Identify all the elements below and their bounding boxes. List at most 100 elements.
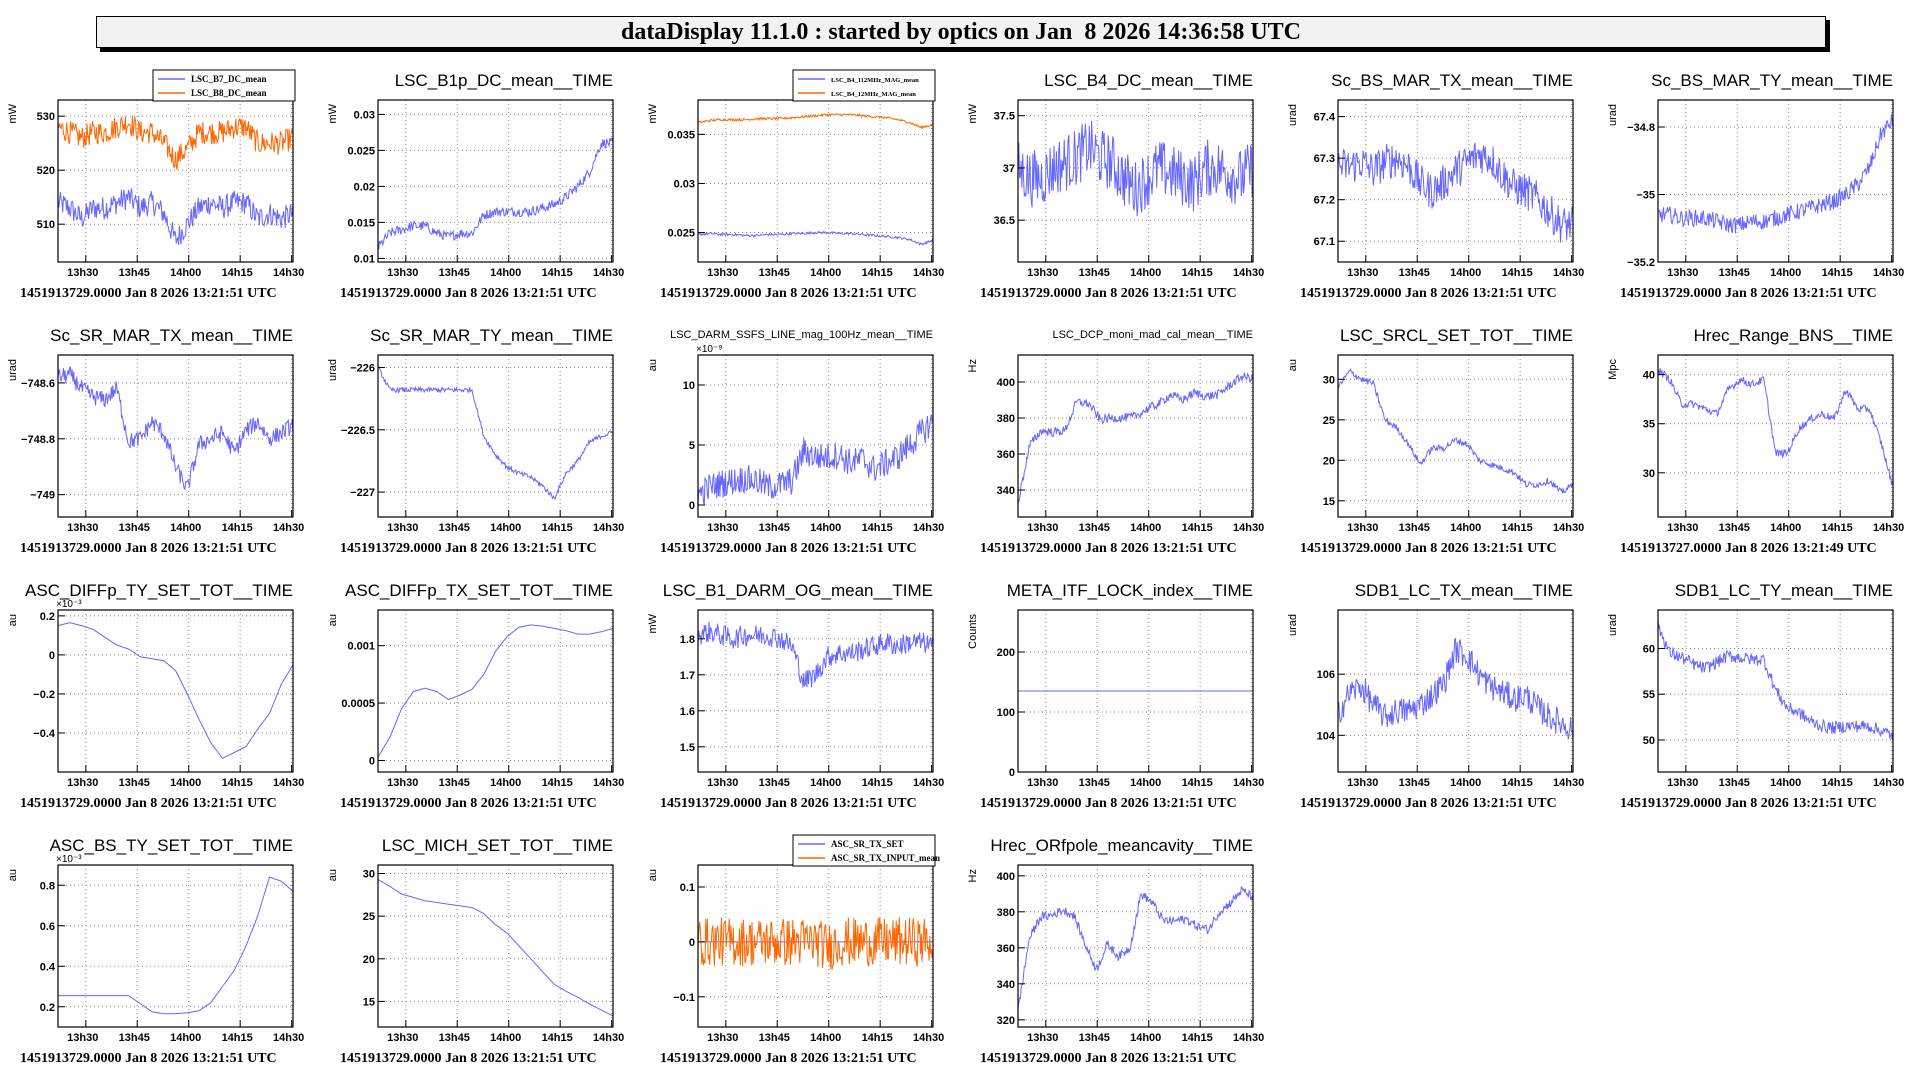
- chart-panel-5: −35.2 −35 −34.8 13h30 13h45 14h00 14h15 14h30 ur…: [1607, 71, 1904, 301]
- series-line-0: [1337, 367, 1574, 494]
- y-tick-label: 0.8: [40, 880, 55, 892]
- y-tick-label: 0: [49, 650, 55, 662]
- x-tick-label: 14h30: [1553, 267, 1584, 279]
- x-tick-label: 14h00: [170, 267, 201, 279]
- y-axis-label: Counts: [967, 614, 979, 649]
- legend-box: [792, 834, 936, 867]
- chart-panel-2: 0.025 0.03 0.035 13h30 13h45 14h00 14h15 14h30 m…: [647, 69, 944, 301]
- x-tick-label: 14h15: [1182, 267, 1213, 279]
- y-tick-label: 0: [689, 937, 695, 949]
- y-tick-label: 25: [1323, 415, 1335, 427]
- chart-title: Sc_SR_MAR_TX_mean__TIME: [50, 326, 293, 345]
- chart-timestamp: 1451913729.0000 Jan 8 2026 13:21:51 UTC: [1620, 796, 1877, 811]
- x-tick-label: 13h30: [1027, 1032, 1058, 1044]
- x-tick-label: 14h30: [273, 267, 304, 279]
- chart-panel-10: 15 20 25 30 13h30 13h45 14h00 14h15 14h30 au LSC_S…: [1287, 326, 1584, 556]
- y-axis-label: au: [7, 614, 19, 626]
- y-axis-label: au: [327, 614, 339, 626]
- y-axis-label: mW: [327, 103, 339, 123]
- x-tick-label: 14h30: [913, 1032, 944, 1044]
- y-tick-label: 400: [997, 377, 1015, 389]
- x-tick-label: 13h45: [439, 522, 470, 534]
- y-tick-label: −35: [1636, 190, 1655, 202]
- plot-frame: [697, 354, 934, 518]
- x-tick-label: 14h30: [1873, 522, 1904, 534]
- x-tick-label: 13h45: [1399, 267, 1430, 279]
- plot-frame: [1017, 99, 1254, 263]
- chart-timestamp: 1451913729.0000 Jan 8 2026 13:21:51 UTC: [1300, 286, 1557, 301]
- x-tick-label: 13h45: [759, 267, 790, 279]
- y-tick-label: 0.035: [667, 129, 695, 141]
- x-tick-label: 14h15: [542, 267, 573, 279]
- x-tick-label: 14h00: [1450, 522, 1481, 534]
- y-tick-label: 360: [997, 449, 1015, 461]
- y-tick-label: 0.02: [354, 181, 375, 193]
- plot-frame: [1337, 99, 1574, 263]
- y-tick-label: −35.2: [1627, 257, 1655, 269]
- chart-title: META_ITF_LOCK_index__TIME: [1007, 581, 1253, 600]
- legend-entry: LSC_B8_DC_mean: [191, 88, 267, 98]
- plot-frame: [697, 609, 934, 773]
- legend: LSC_B7_DC_mean LSC_B8_DC_mean: [152, 69, 296, 102]
- x-tick-label: 14h00: [1770, 777, 1801, 789]
- series-line-0: [1017, 886, 1254, 1010]
- chart-title: LSC_SRCL_SET_TOT__TIME: [1340, 326, 1573, 345]
- y-tick-label: 0: [689, 500, 695, 512]
- y-tick-label: 37.5: [994, 111, 1015, 123]
- x-tick-label: 14h15: [1822, 522, 1853, 534]
- y-tick-label: 1.6: [680, 706, 695, 718]
- x-tick-label: 13h45: [439, 1032, 470, 1044]
- y-tick-label: 104: [1317, 730, 1336, 742]
- x-tick-label: 13h30: [1027, 777, 1058, 789]
- y-tick-label: 106: [1317, 669, 1335, 681]
- x-tick-label: 14h00: [170, 777, 201, 789]
- series-line-0: [1657, 114, 1894, 234]
- legend-box: [152, 69, 296, 102]
- y-tick-label: 0.2: [40, 1002, 55, 1014]
- chart-title: SDB1_LC_TX_mean__TIME: [1355, 581, 1573, 600]
- y-tick-label: 0.1: [680, 882, 695, 894]
- legend: LSC_B4_112MHz_MAG_mean LSC_B4_12MHz_MAG_m…: [792, 69, 936, 102]
- x-tick-label: 14h15: [222, 522, 253, 534]
- y-axis-label: mW: [967, 103, 979, 123]
- series-line-1: [698, 112, 934, 130]
- x-tick-label: 14h30: [1873, 267, 1904, 279]
- chart-timestamp: 1451913727.0000 Jan 8 2026 13:21:49 UTC: [1620, 541, 1877, 556]
- y-tick-label: 380: [997, 413, 1015, 425]
- chart-timestamp: 1451913729.0000 Jan 8 2026 13:21:51 UTC: [340, 286, 597, 301]
- plot-frame: [1017, 864, 1254, 1028]
- x-tick-label: 13h30: [67, 777, 98, 789]
- x-tick-label: 14h30: [593, 1032, 624, 1044]
- x-tick-label: 13h30: [707, 267, 738, 279]
- chart-timestamp: 1451913729.0000 Jan 8 2026 13:21:51 UTC: [340, 1051, 597, 1066]
- y-axis-label: Mpc: [1607, 359, 1619, 380]
- x-tick-label: 14h15: [1182, 1032, 1213, 1044]
- chart-panel-12: −0.4 −0.2 0 0.2 13h30 13h45 14h00 14h15 14h30 au ×…: [7, 581, 304, 811]
- x-tick-label: 13h45: [1399, 522, 1430, 534]
- series-line-0: [1337, 637, 1574, 740]
- series-line-0: [377, 624, 614, 758]
- y-tick-label: 35: [1643, 419, 1655, 431]
- chart-title: LSC_MICH_SET_TOT__TIME: [382, 836, 613, 855]
- x-tick-label: 13h30: [1027, 522, 1058, 534]
- y-axis-label: Hz: [967, 869, 979, 882]
- y-tick-label: −0.4: [33, 728, 56, 740]
- x-tick-label: 13h30: [387, 522, 418, 534]
- chart-timestamp: 1451913729.0000 Jan 8 2026 13:21:51 UTC: [660, 286, 917, 301]
- y-tick-label: 0.03: [674, 178, 695, 190]
- x-tick-label: 14h15: [222, 1032, 253, 1044]
- x-tick-label: 14h30: [1553, 777, 1584, 789]
- legend-entry: LSC_B4_112MHz_MAG_mean: [831, 77, 919, 84]
- series-line-0: [377, 879, 614, 1017]
- y-axis-label: au: [647, 359, 659, 371]
- y-tick-label: 37: [1003, 163, 1015, 175]
- y-tick-label: 15: [363, 996, 375, 1008]
- x-tick-label: 14h15: [542, 1032, 573, 1044]
- chart-timestamp: 1451913729.0000 Jan 8 2026 13:21:51 UTC: [20, 541, 277, 556]
- chart-title: LSC_B1p_DC_mean__TIME: [395, 71, 613, 90]
- x-tick-label: 14h15: [1182, 777, 1213, 789]
- legend-box: [792, 69, 936, 102]
- y-tick-label: 60: [1643, 643, 1655, 655]
- y-tick-label: 340: [997, 979, 1015, 991]
- y-tick-label: 340: [997, 485, 1015, 497]
